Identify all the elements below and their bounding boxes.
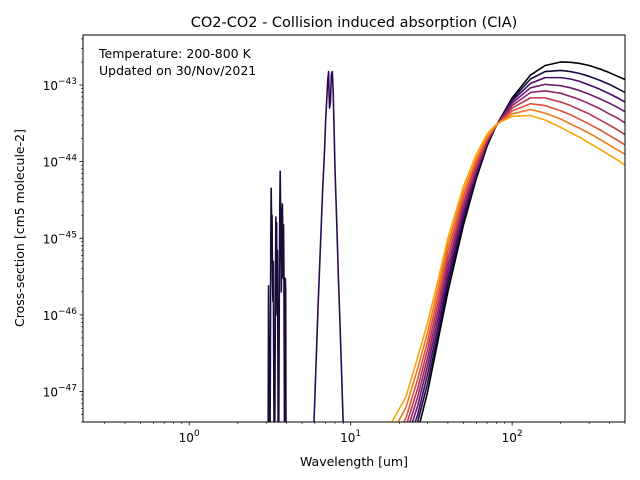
y-axis-label: Cross-section [cm5 molecule-2] [12, 129, 27, 327]
plot-background [83, 35, 625, 422]
chart-title: CO2-CO2 - Collision induced absorption (… [191, 15, 518, 31]
series-line-11 [313, 70, 344, 422]
series-layer [267, 61, 625, 422]
series-line-2 [416, 69, 625, 422]
series-line-4 [411, 83, 625, 422]
series-line-10 [267, 170, 287, 422]
y-tick-label: 10−45 [43, 230, 77, 246]
series-line-6 [406, 97, 625, 422]
series-line-5 [409, 90, 625, 422]
temperature-annotation: Temperature: 200-800 K [98, 46, 252, 61]
x-tick-label: 100 [179, 429, 200, 445]
y-tick-label: 10−47 [43, 384, 77, 400]
y-tick-label: 10−44 [43, 154, 78, 170]
x-tick-label: 102 [502, 429, 523, 445]
series-line-9 [391, 114, 625, 422]
x-axis-label: Wavelength [um] [300, 454, 408, 469]
series-line-3 [414, 76, 625, 422]
y-tick-label: 10−43 [43, 77, 77, 93]
series-line-8 [397, 108, 625, 422]
series-line-7 [403, 102, 625, 422]
series-line-1 [419, 61, 625, 422]
axes-frame [82, 34, 626, 423]
updated-annotation: Updated on 30/Nov/2021 [99, 63, 256, 78]
y-tick-label: 10−46 [43, 307, 78, 323]
x-tick-label: 101 [340, 429, 361, 445]
x-axis: 100 101 102 [104, 422, 626, 445]
y-axis: 10−47 10−46 10−45 10−44 10−43 [43, 38, 83, 423]
